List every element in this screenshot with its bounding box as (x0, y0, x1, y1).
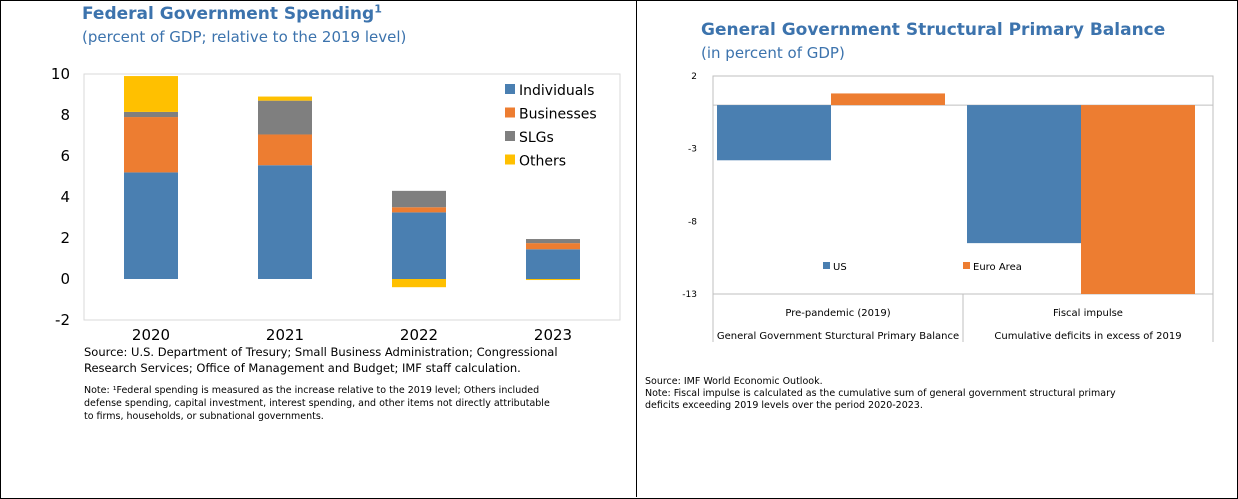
left-note-line: to firms, households, or subnational gov… (84, 411, 324, 422)
bar-segment-individuals (258, 165, 312, 279)
right-panel: General Government Structural Primary Ba… (637, 0, 1237, 497)
x-tick-label: Pre-pandemic (2019) (785, 308, 890, 319)
legend-swatch-individuals (505, 84, 515, 94)
legend-label: Euro Area (973, 262, 1022, 273)
left-note-line: defense spending, capital investment, in… (84, 398, 550, 409)
y-tick-label: 2 (60, 229, 70, 247)
legend-label: SLGs (519, 130, 554, 146)
y-tick-label: 2 (691, 72, 697, 82)
x-tick-label: 2022 (400, 326, 438, 344)
panel-divider (636, 0, 637, 497)
bar-euro-area (831, 93, 945, 106)
left-source-line: Source: U.S. Department of Tresury; Smal… (84, 345, 558, 359)
structural-balance-chart: 2 -3 -8 -13 Pre-pandemic (2019) General Gover… (682, 72, 1214, 342)
bar-us (967, 105, 1081, 244)
plot-area-border (83, 73, 621, 321)
right-note: Note: Fiscal impulse is calculated as th… (645, 388, 1116, 412)
legend-swatch-euro-area (963, 262, 970, 269)
bar-euro-area (1081, 105, 1195, 294)
y-tick-label: 0 (60, 270, 70, 288)
legend-label: Businesses (519, 107, 597, 123)
x-tick-label: Fiscal impulse (1053, 308, 1123, 319)
federal-spending-chart: -2 0 2 4 6 8 10 2020 2021 2022 2023 Individuals Busi… (51, 65, 621, 344)
bar-us (717, 105, 831, 161)
legend-label: Others (519, 154, 566, 170)
y-tick-label: -8 (688, 217, 697, 227)
y-tick-label: -13 (682, 290, 697, 300)
legend-label: Individuals (519, 83, 594, 99)
bar-segment-slgs (258, 100, 312, 135)
left-chart-title: Federal Government Spending1 (82, 2, 382, 24)
bar-segment-slgs (526, 239, 580, 244)
y-tick-label: 8 (60, 106, 70, 124)
bar-segment-businesses (258, 134, 312, 166)
right-note-line: Note: Fiscal impulse is calculated as th… (645, 388, 1116, 399)
legend-swatch-slgs (505, 131, 515, 141)
bar-segment-businesses (526, 243, 580, 250)
left-chart-subtitle: (percent of GDP; relative to the 2019 le… (82, 28, 407, 46)
right-source: Source: IMF World Economic Outlook. (645, 376, 823, 387)
bar-segment-others (124, 76, 178, 112)
bar-segment-individuals (124, 172, 178, 279)
legend-swatch-businesses (505, 107, 515, 118)
legend-swatch-others (505, 154, 515, 165)
x-group-label: General Government Sturctural Primary Ba… (717, 331, 959, 342)
right-chart-title: General Government Structural Primary Ba… (701, 20, 1166, 40)
bar-segment-others (526, 279, 580, 281)
bar-segment-slgs (392, 190, 446, 208)
legend-label: US (833, 262, 847, 273)
bar-segment-businesses (124, 117, 178, 173)
bar-segment-individuals (392, 212, 446, 279)
right-chart-subtitle: (in percent of GDP) (701, 44, 845, 62)
bar-segment-others (258, 96, 312, 101)
bar-segment-businesses (392, 207, 446, 213)
left-note-line: Note: ¹Federal spending is measured as t… (84, 385, 540, 396)
x-tick-label: 2023 (534, 326, 572, 344)
bar-segment-slgs (124, 111, 178, 118)
left-source: Source: U.S. Department of Tresury; Smal… (84, 344, 558, 376)
y-tick-label: 10 (51, 65, 70, 83)
left-chart-title-text: Federal Government Spending (82, 4, 375, 24)
y-tick-label: -2 (55, 311, 70, 329)
left-panel: Federal Government Spending1 (percent of… (51, 2, 621, 423)
left-source-line: Research Services; Office of Management … (84, 361, 521, 375)
right-note-line: deficits exceeding 2019 levels over the … (645, 400, 923, 411)
bar-segment-others (392, 279, 446, 288)
x-tick-label: 2020 (132, 326, 170, 344)
legend-swatch-us (823, 262, 830, 269)
title-footnote-marker: 1 (374, 2, 382, 16)
y-tick-label: 6 (60, 147, 70, 165)
x-tick-label: 2021 (266, 326, 304, 344)
left-note: Note: ¹Federal spending is measured as t… (84, 384, 550, 423)
y-tick-label: 4 (60, 188, 70, 206)
x-group-label: Cumulative deficits in excess of 2019 (994, 331, 1181, 342)
bar-segment-individuals (526, 249, 580, 279)
y-tick-label: -3 (688, 145, 697, 155)
